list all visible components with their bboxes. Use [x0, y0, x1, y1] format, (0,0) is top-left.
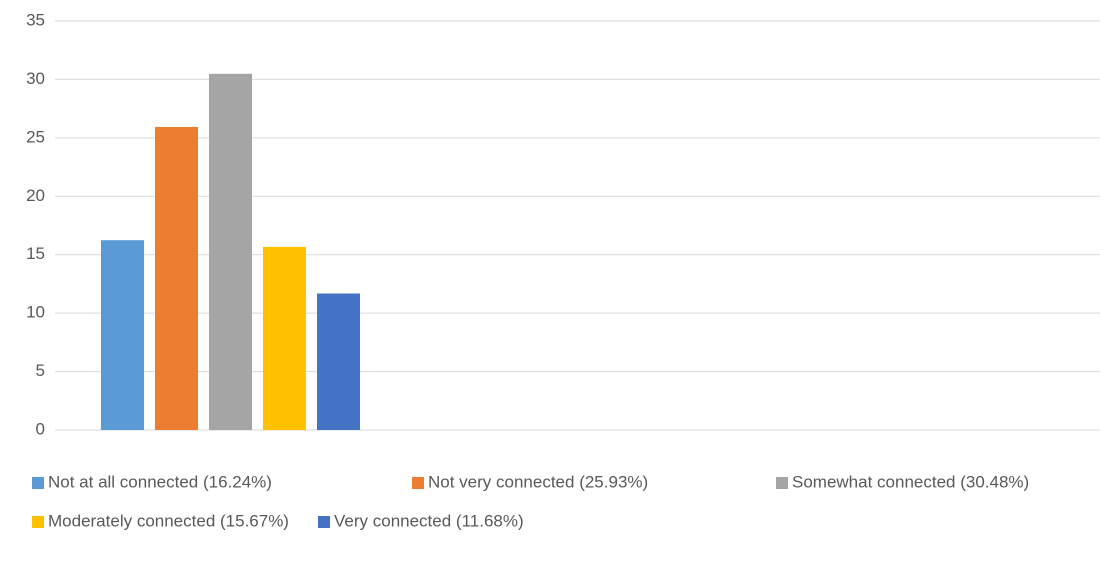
- y-tick-label: 25: [26, 127, 45, 146]
- bar: [209, 73, 252, 430]
- y-tick-label: 30: [26, 69, 45, 88]
- y-tick-label: 35: [26, 10, 45, 29]
- legend-label: Not at all connected (16.24%): [48, 472, 272, 491]
- legend-swatch: [32, 477, 44, 489]
- bar: [317, 293, 360, 430]
- legend-swatch: [32, 516, 44, 528]
- y-tick-label: 5: [36, 361, 45, 380]
- y-tick-label: 20: [26, 186, 45, 205]
- legend-swatch: [776, 477, 788, 489]
- legend-label: Very connected (11.68%): [334, 511, 524, 530]
- legend-label: Moderately connected (15.67%): [48, 511, 289, 530]
- y-tick-label: 15: [26, 244, 45, 263]
- bar: [101, 240, 144, 430]
- legend-label: Not very connected (25.93%): [428, 472, 648, 491]
- bar: [155, 126, 198, 430]
- legend-label: Somewhat connected (30.48%): [792, 472, 1029, 491]
- y-tick-label: 10: [26, 303, 45, 322]
- legend-swatch: [412, 477, 424, 489]
- bar: [263, 246, 306, 430]
- y-tick-label: 0: [36, 419, 45, 438]
- legend-swatch: [318, 516, 330, 528]
